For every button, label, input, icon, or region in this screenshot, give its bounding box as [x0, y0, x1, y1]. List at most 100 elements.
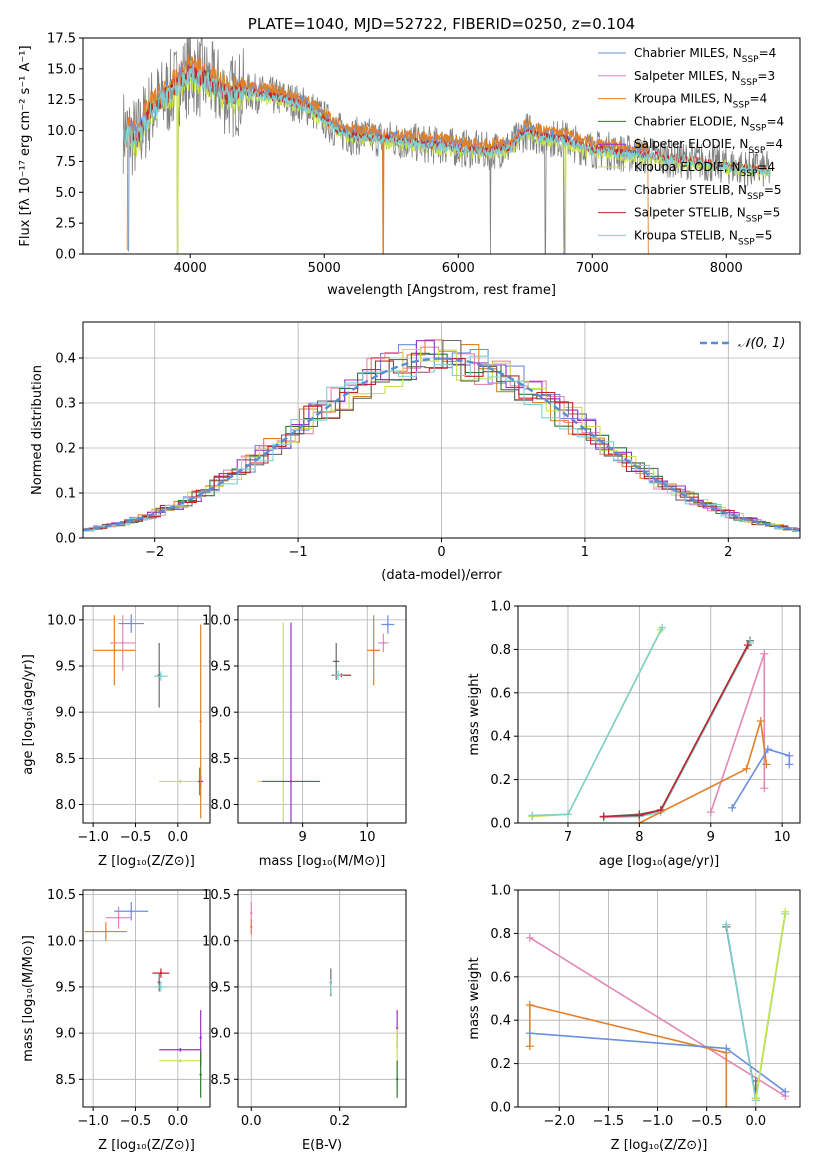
mass_vs_Z-frame — [82, 889, 211, 1108]
kroupa_elodie-legend-label: Kroupa ELODIE, NSSP=4 — [634, 160, 775, 179]
massweight_vs_age-ytick-label: 0.4 — [490, 730, 511, 745]
chabrier_stelib-point — [158, 981, 161, 984]
kroupa_elodie-weight-line — [755, 911, 787, 1099]
spectrum-xlabel: wavelength [Angstrom, rest frame] — [327, 283, 556, 298]
kroupa_stelib-point — [159, 674, 163, 678]
spectrum-xtick-label: 4000 — [174, 261, 207, 276]
legend-label-main: Chabrier ELODIE, N — [634, 114, 750, 128]
legend-label-main: Kroupa ELODIE, N — [634, 160, 741, 174]
massweight_vs_age-ytick-label: 0.8 — [490, 643, 511, 658]
spectrum-ytick-label: 5.0 — [55, 186, 76, 201]
mass_vs_EBV-xtick-label: 0.0 — [241, 1114, 262, 1129]
residuals-ylabel: Normed distribution — [30, 365, 45, 495]
kroupa_elodie-point — [395, 1045, 399, 1049]
kroupa_stelib-spectrum-line — [122, 63, 771, 177]
legend-label-tail: =4 — [759, 46, 777, 60]
normal-legend-label: 𝒩(0, 1) — [738, 336, 785, 351]
age_vs_Z-panel: −1.0 −0.5 0.0 8.0 8.5 9.0 9.5 10.0 Z [log₁₀(Z/Z⊙… — [21, 605, 211, 869]
residuals-xtick-label: 0 — [437, 545, 445, 560]
age_vs_Z-ytick-label: 9.0 — [55, 706, 76, 721]
massweight_vs_Z-xtick-label: −1.0 — [642, 1114, 674, 1129]
chabrier_miles-spectrum-line — [128, 58, 649, 254]
salpeter_miles-legend-label: Salpeter MILES, NSSP=3 — [634, 69, 775, 88]
legend-label-sub: SSP — [741, 78, 758, 88]
salpeter_elodie-point — [289, 780, 293, 783]
kroupa_stelib-weight-line — [603, 642, 751, 819]
chabrier_stelib-point — [335, 660, 338, 663]
chabrier_stelib-histogram — [84, 339, 800, 531]
salpeter_elodie-legend-label: Salpeter ELODIE, NSSP=4 — [634, 137, 783, 156]
mass_vs_EBV-ytick-label: 10.0 — [202, 934, 231, 949]
spectrum-ytick-label: 2.5 — [55, 217, 76, 232]
massweight_vs_Z-ytick-label: 1.0 — [490, 884, 511, 899]
massweight_vs_age-xlabel: age [log₁₀(age/yr)] — [599, 854, 720, 869]
normal-distribution-curve — [83, 357, 800, 532]
mass_vs_EBV-xtick-label: 0.2 — [329, 1114, 350, 1129]
legend-label-main: Salpeter STELIB, N — [634, 206, 746, 220]
spectrum-panel: 4000 5000 6000 7000 8000 0.0 2.5 5.0 7.5 10.0 12.5… — [18, 15, 801, 298]
residuals-plot-area — [83, 339, 800, 532]
massweight_vs_Z-frame — [517, 889, 801, 1108]
chabrier_elodie-point — [199, 1073, 202, 1076]
salpeter_stelib-point — [159, 971, 163, 975]
massweight_vs_age-xtick-label: 8 — [635, 830, 643, 845]
kroupa_miles-point — [113, 649, 116, 652]
massweight_vs_Z-xtick-label: 0.0 — [745, 1114, 766, 1129]
legend-label-sub: SSP — [733, 101, 750, 111]
massweight_vs_Z-ytick-label: 0.8 — [490, 927, 511, 942]
legend-label-tail: =5 — [755, 228, 773, 242]
kroupa_elodie-point — [179, 780, 182, 783]
age_vs_mass-panel: 9 10 8.0 8.5 9.0 9.5 10.0 mass [log₁₀(M/M⊙)] — [202, 605, 407, 869]
spectrum-xtick-label: 8000 — [710, 261, 743, 276]
legend-label-tail: =4 — [765, 137, 783, 151]
kroupa_miles-weight-line — [639, 720, 768, 823]
legend-label-sub: SSP — [738, 237, 755, 247]
chabrier_miles-legend-label: Chabrier MILES, NSSP=4 — [634, 46, 776, 65]
massweight_vs_Z-ytick-label: 0.4 — [490, 1014, 511, 1029]
legend-label-main: Kroupa STELIB, N — [634, 228, 738, 242]
spectrum-ytick-label: 17.5 — [47, 32, 76, 47]
legend-label-sub: SSP — [750, 123, 767, 133]
residuals-xtick-label: 2 — [724, 545, 732, 560]
kroupa_miles-point — [372, 649, 375, 652]
massweight_vs_Z-ytick-label: 0.0 — [490, 1101, 511, 1116]
age_vs_mass-frame — [237, 605, 407, 824]
chabrier_elodie-legend-label: Chabrier ELODIE, NSSP=4 — [634, 114, 784, 133]
massweight_vs_Z-ytick-label: 0.6 — [490, 970, 511, 985]
residuals-xtick-label: 1 — [581, 545, 589, 560]
residuals-ytick-label: 0.4 — [55, 352, 76, 367]
kroupa_stelib-legend-label: Kroupa STELIB, NSSP=5 — [634, 228, 772, 247]
residuals-frame — [82, 321, 801, 539]
spectrum-ytick-label: 10.0 — [47, 124, 76, 139]
mass_vs_Z-ytick-label: 10.0 — [47, 934, 76, 949]
kroupa_stelib-weight-line — [532, 627, 663, 817]
kroupa_miles-point — [104, 930, 108, 933]
massweight_vs_age-panel: 7 8 9 10 0.0 0.2 0.4 0.6 0.8 1.0 age [log₁₀(age/yr… — [467, 600, 801, 869]
mass_vs_Z-xtick-label: −0.5 — [120, 1114, 152, 1129]
legend-label-tail: =5 — [764, 183, 782, 197]
salpeter_miles-point — [250, 911, 253, 915]
age_vs_mass-ytick-label: 9.0 — [210, 706, 231, 721]
kroupa_stelib-point — [336, 674, 340, 677]
massweight_vs_age-ytick-label: 0.2 — [490, 773, 511, 788]
age_vs_mass-xlabel: mass [log₁₀(M/M⊙)] — [259, 854, 386, 869]
chabrier_miles-point — [130, 622, 133, 625]
kroupa_stelib-point — [159, 985, 163, 989]
massweight_vs_age-frame — [517, 605, 801, 824]
massweight_vs_age-xtick-label: 10 — [774, 830, 791, 845]
residuals-xtick-label: −1 — [289, 545, 308, 560]
chabrier_stelib-weight-line — [603, 640, 751, 818]
residuals-ytick-label: 0.2 — [55, 442, 76, 457]
age_vs_Z-xlabel: Z [log₁₀(Z/Z⊙)] — [98, 854, 195, 869]
age_vs_mass-ytick-label: 8.0 — [210, 798, 231, 813]
massweight_vs_age-ytick-label: 0.6 — [490, 686, 511, 701]
massweight_vs_Z-xtick-label: −2.0 — [543, 1114, 575, 1129]
spectrum-legend: Chabrier MILES, NSSP=4 Salpeter MILES, NS… — [598, 46, 784, 247]
age_vs_Z-ytick-label: 8.0 — [55, 798, 76, 813]
kroupa_stelib-point — [329, 985, 333, 989]
mass_vs_EBV-frame — [237, 889, 407, 1108]
age_vs_mass-ytick-label: 9.5 — [210, 660, 231, 675]
legend-label-tail: =5 — [763, 206, 781, 220]
chart-title: PLATE=1040, MJD=52722, FIBERID=0250, z=0… — [248, 15, 635, 33]
mass_vs_EBV-ytick-label: 9.0 — [210, 1027, 231, 1042]
